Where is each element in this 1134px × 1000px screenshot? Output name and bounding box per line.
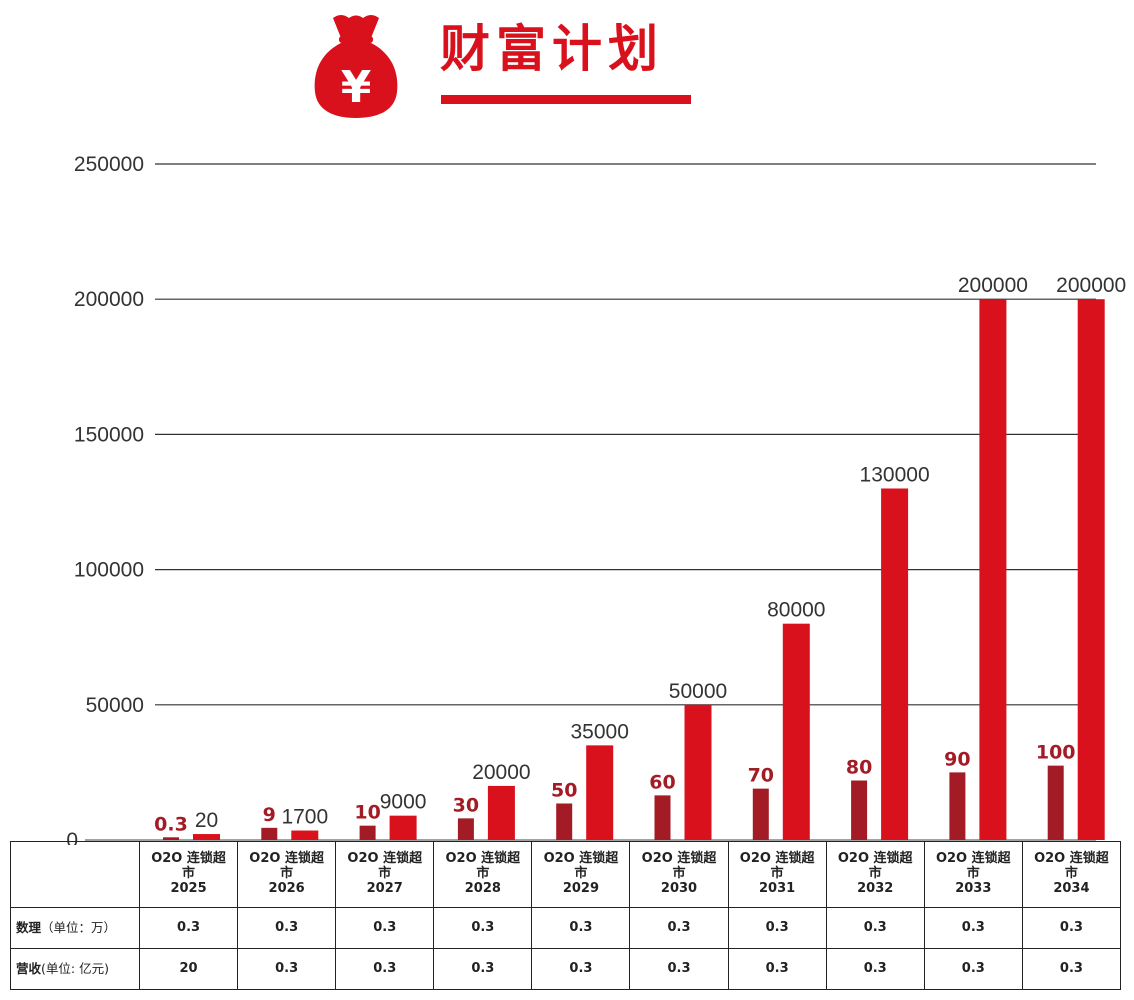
table-header-row: O2O 连锁超市 2025 O2O 连锁超市 2026 O2O 连锁超市 2027 O… [10,841,1122,908]
table-cell: 0.3 [433,948,533,990]
data-label-count: 90 [944,748,970,770]
bar-revenue [684,704,712,840]
data-label-count: 70 [748,765,774,787]
page-title: 财富计划 [440,19,664,78]
data-label-count: 60 [649,771,675,793]
table-cell: 0.3 [825,907,925,949]
table-header-cell: O2O 连锁超市 2031 [727,841,827,908]
bar-count [163,837,179,840]
y-tick-label: 200000 [74,288,144,311]
chart-gridlines [85,163,1096,841]
table-cell: 0.3 [1021,907,1122,949]
y-tick-label: 0 [66,829,78,845]
table-cell: 0.3 [923,907,1023,949]
table-cell: 0.3 [1021,948,1122,990]
table-header-cell: O2O 连锁超市 2034 [1021,841,1122,908]
bar-revenue [782,623,810,840]
table-header-cell: O2O 连锁超市 2028 [433,841,533,908]
data-label-revenue: 80000 [767,599,825,622]
bar-revenue [881,488,909,840]
bar-revenue [389,815,417,840]
bar-revenue [193,834,220,840]
table-cell: 0.3 [727,948,827,990]
bar-revenue [1077,299,1105,840]
table-cell: 0.3 [237,907,337,949]
bar-count [556,803,573,840]
data-label-revenue: 35000 [570,720,628,743]
data-label-revenue: 20 [195,809,218,832]
table-header-cell: O2O 连锁超市 2033 [923,841,1023,908]
table-cell: 0.3 [629,948,729,990]
bar-revenue [586,745,614,840]
data-label-count: 10 [354,802,380,824]
bar-count [1047,765,1064,840]
bar-count [949,772,966,840]
y-axis-ticks: 0 50000 100000 150000 200000 250000 [66,153,144,845]
y-tick-label: 250000 [74,153,144,176]
table-cell: 0.3 [531,907,631,949]
table-cell: 0.3 [629,907,729,949]
table-cell: 0.3 [825,948,925,990]
table-cell: 0.3 [433,907,533,949]
table-header-cell: O2O 连锁超市 2025 [138,841,239,908]
table-cell: 20 [138,948,239,990]
table-header-cell: O2O 连锁超市 2029 [531,841,631,908]
header: ¥ 财富计划 [0,0,1134,130]
data-table: O2O 连锁超市 2025 O2O 连锁超市 2026 O2O 连锁超市 2027 O… [10,841,1122,990]
data-label-count: 30 [453,794,479,816]
table-corner-cell [10,841,140,908]
table-cell: 0.3 [237,948,337,990]
bar-count [261,827,278,840]
data-label-count: 9 [263,804,276,826]
data-label-count: 0.3 [154,813,188,835]
bar-count [752,788,769,840]
table-row: 营收(单位: 亿元) 20 0.3 0.3 0.3 0.3 0.3 0.3 0.… [10,948,1122,990]
data-label-revenue: 130000 [860,463,930,486]
title-underline [441,95,691,104]
table-cell: 0.3 [923,948,1023,990]
y-tick-label: 50000 [86,694,144,717]
chart-bars [163,299,1105,840]
data-label-revenue: 9000 [380,791,427,814]
data-label-revenue: 50000 [669,680,727,703]
bar-count [654,795,671,840]
data-label-count: 100 [1036,742,1076,764]
table-cell: 0.3 [138,907,239,949]
table-header-cell: O2O 连锁超市 2027 [335,841,435,908]
y-tick-label: 150000 [74,423,144,446]
data-label-count: 80 [846,757,872,779]
data-label-count: 50 [551,779,577,801]
money-bag-icon: ¥ [314,15,398,118]
bar-revenue [291,830,319,840]
data-label-revenue: 1700 [281,806,328,829]
bar-count [359,825,376,840]
y-tick-label: 100000 [74,559,144,582]
bar-count [851,780,868,840]
bar-count [457,818,474,840]
table-header-cell: O2O 连锁超市 2032 [825,841,925,908]
bar-chart: 0 50000 100000 150000 200000 250000 0.3 20 9 170… [66,153,1126,845]
table-header-cell: O2O 连锁超市 2026 [237,841,337,908]
table-cell: 0.3 [335,907,435,949]
data-label-revenue: 200000 [1056,274,1126,297]
table-cell: 0.3 [727,907,827,949]
table-row-head: 营收(单位: 亿元) [10,948,140,990]
yen-glyph: ¥ [341,62,372,113]
table-row: 数理（单位：万） 0.3 0.3 0.3 0.3 0.3 0.3 0.3 0.3… [10,907,1122,949]
data-label-revenue: 20000 [472,761,530,784]
bar-revenue [979,299,1007,840]
table-cell: 0.3 [531,948,631,990]
table-cell: 0.3 [335,948,435,990]
table-header-cell: O2O 连锁超市 2030 [629,841,729,908]
data-label-revenue: 200000 [958,274,1028,297]
bar-revenue [487,785,515,840]
table-row-head: 数理（单位：万） [10,907,140,949]
